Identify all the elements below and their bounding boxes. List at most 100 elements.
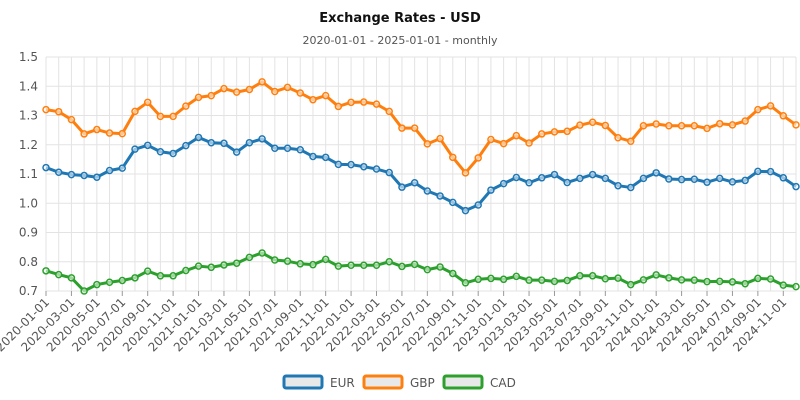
data-point-cad[interactable] [461,279,470,287]
data-point-cad[interactable] [93,280,101,289]
data-point-gbp[interactable] [665,121,673,130]
data-point-eur[interactable] [169,149,177,158]
data-point-eur[interactable] [258,135,266,143]
data-point-gbp[interactable] [54,107,63,116]
data-point-cad[interactable] [334,262,343,270]
data-point-eur[interactable] [194,133,203,142]
data-point-gbp[interactable] [754,105,762,114]
data-point-cad[interactable] [372,261,381,270]
data-point-gbp[interactable] [703,124,711,133]
data-point-gbp[interactable] [182,102,190,110]
data-point-eur[interactable] [67,170,76,179]
data-point-eur[interactable] [156,148,165,156]
data-point-gbp[interactable] [614,133,622,142]
data-point-cad[interactable] [80,287,88,295]
data-point-cad[interactable] [639,276,648,284]
data-point-gbp[interactable] [449,153,457,162]
data-point-cad[interactable] [626,280,635,289]
data-point-cad[interactable] [652,271,660,279]
data-point-gbp[interactable] [105,129,114,137]
data-point-eur[interactable] [741,176,749,185]
data-point-cad[interactable] [588,272,597,280]
data-point-cad[interactable] [321,255,330,264]
data-point-eur[interactable] [652,169,660,177]
data-point-eur[interactable] [131,145,139,153]
data-point-cad[interactable] [410,260,419,269]
data-point-eur[interactable] [779,174,788,182]
data-point-eur[interactable] [398,183,406,191]
data-point-eur[interactable] [54,168,63,176]
data-point-gbp[interactable] [550,128,559,136]
data-point-gbp[interactable] [525,139,533,147]
data-point-gbp[interactable] [309,95,317,104]
data-point-cad[interactable] [67,274,76,282]
data-point-gbp[interactable] [232,88,241,96]
legend-item-cad[interactable]: CAD [442,374,516,390]
data-point-eur[interactable] [792,182,800,191]
data-point-cad[interactable] [385,258,393,266]
data-point-gbp[interactable] [283,83,292,92]
data-point-gbp[interactable] [207,91,216,100]
data-point-cad[interactable] [271,256,279,264]
data-point-cad[interactable] [347,261,355,270]
data-point-gbp[interactable] [487,135,495,144]
data-point-cad[interactable] [436,263,444,271]
data-point-eur[interactable] [614,181,622,190]
data-point-eur[interactable] [538,174,546,182]
data-point-cad[interactable] [207,263,216,272]
data-point-gbp[interactable] [296,89,304,97]
data-point-cad[interactable] [690,276,699,284]
data-point-eur[interactable] [93,173,101,181]
data-point-eur[interactable] [626,183,635,192]
data-point-cad[interactable] [677,276,686,284]
data-point-gbp[interactable] [334,102,343,111]
data-point-cad[interactable] [131,274,139,282]
data-point-gbp[interactable] [360,98,368,106]
data-point-eur[interactable] [182,141,190,150]
data-point-cad[interactable] [779,281,788,289]
data-point-eur[interactable] [385,168,393,177]
data-point-eur[interactable] [728,178,737,186]
data-point-eur[interactable] [677,175,686,184]
data-point-eur[interactable] [550,170,559,179]
data-point-cad[interactable] [42,267,50,275]
data-point-cad[interactable] [296,260,304,268]
data-point-gbp[interactable] [42,105,50,114]
data-point-cad[interactable] [143,267,152,275]
data-point-cad[interactable] [54,270,63,279]
data-point-eur[interactable] [360,162,368,171]
data-point-eur[interactable] [436,192,444,200]
data-point-cad[interactable] [576,272,584,280]
data-point-gbp[interactable] [779,112,788,120]
data-point-gbp[interactable] [398,124,406,132]
data-point-cad[interactable] [538,276,546,284]
data-point-cad[interactable] [741,279,749,288]
data-point-gbp[interactable] [576,121,584,129]
data-point-cad[interactable] [512,272,521,281]
data-point-gbp[interactable] [728,121,737,129]
data-point-gbp[interactable] [347,98,355,107]
data-point-eur[interactable] [245,138,254,147]
data-point-cad[interactable] [105,278,114,286]
data-point-eur[interactable] [410,179,419,187]
data-point-cad[interactable] [487,274,495,283]
data-point-eur[interactable] [499,179,508,188]
data-point-cad[interactable] [563,276,571,285]
data-point-eur[interactable] [576,174,584,183]
data-point-cad[interactable] [232,259,241,267]
data-point-eur[interactable] [665,175,673,183]
data-point-cad[interactable] [169,272,177,280]
data-point-gbp[interactable] [766,102,775,110]
legend-item-eur[interactable]: EUR [282,374,355,390]
data-point-cad[interactable] [118,276,127,285]
data-point-gbp[interactable] [385,107,393,116]
data-point-eur[interactable] [474,201,482,209]
data-point-eur[interactable] [271,144,279,153]
data-point-cad[interactable] [474,275,482,284]
data-point-gbp[interactable] [372,100,381,108]
data-point-cad[interactable] [601,274,610,283]
data-point-cad[interactable] [258,249,266,257]
data-point-eur[interactable] [334,160,343,169]
data-point-eur[interactable] [690,175,699,184]
data-point-cad[interactable] [703,277,711,286]
